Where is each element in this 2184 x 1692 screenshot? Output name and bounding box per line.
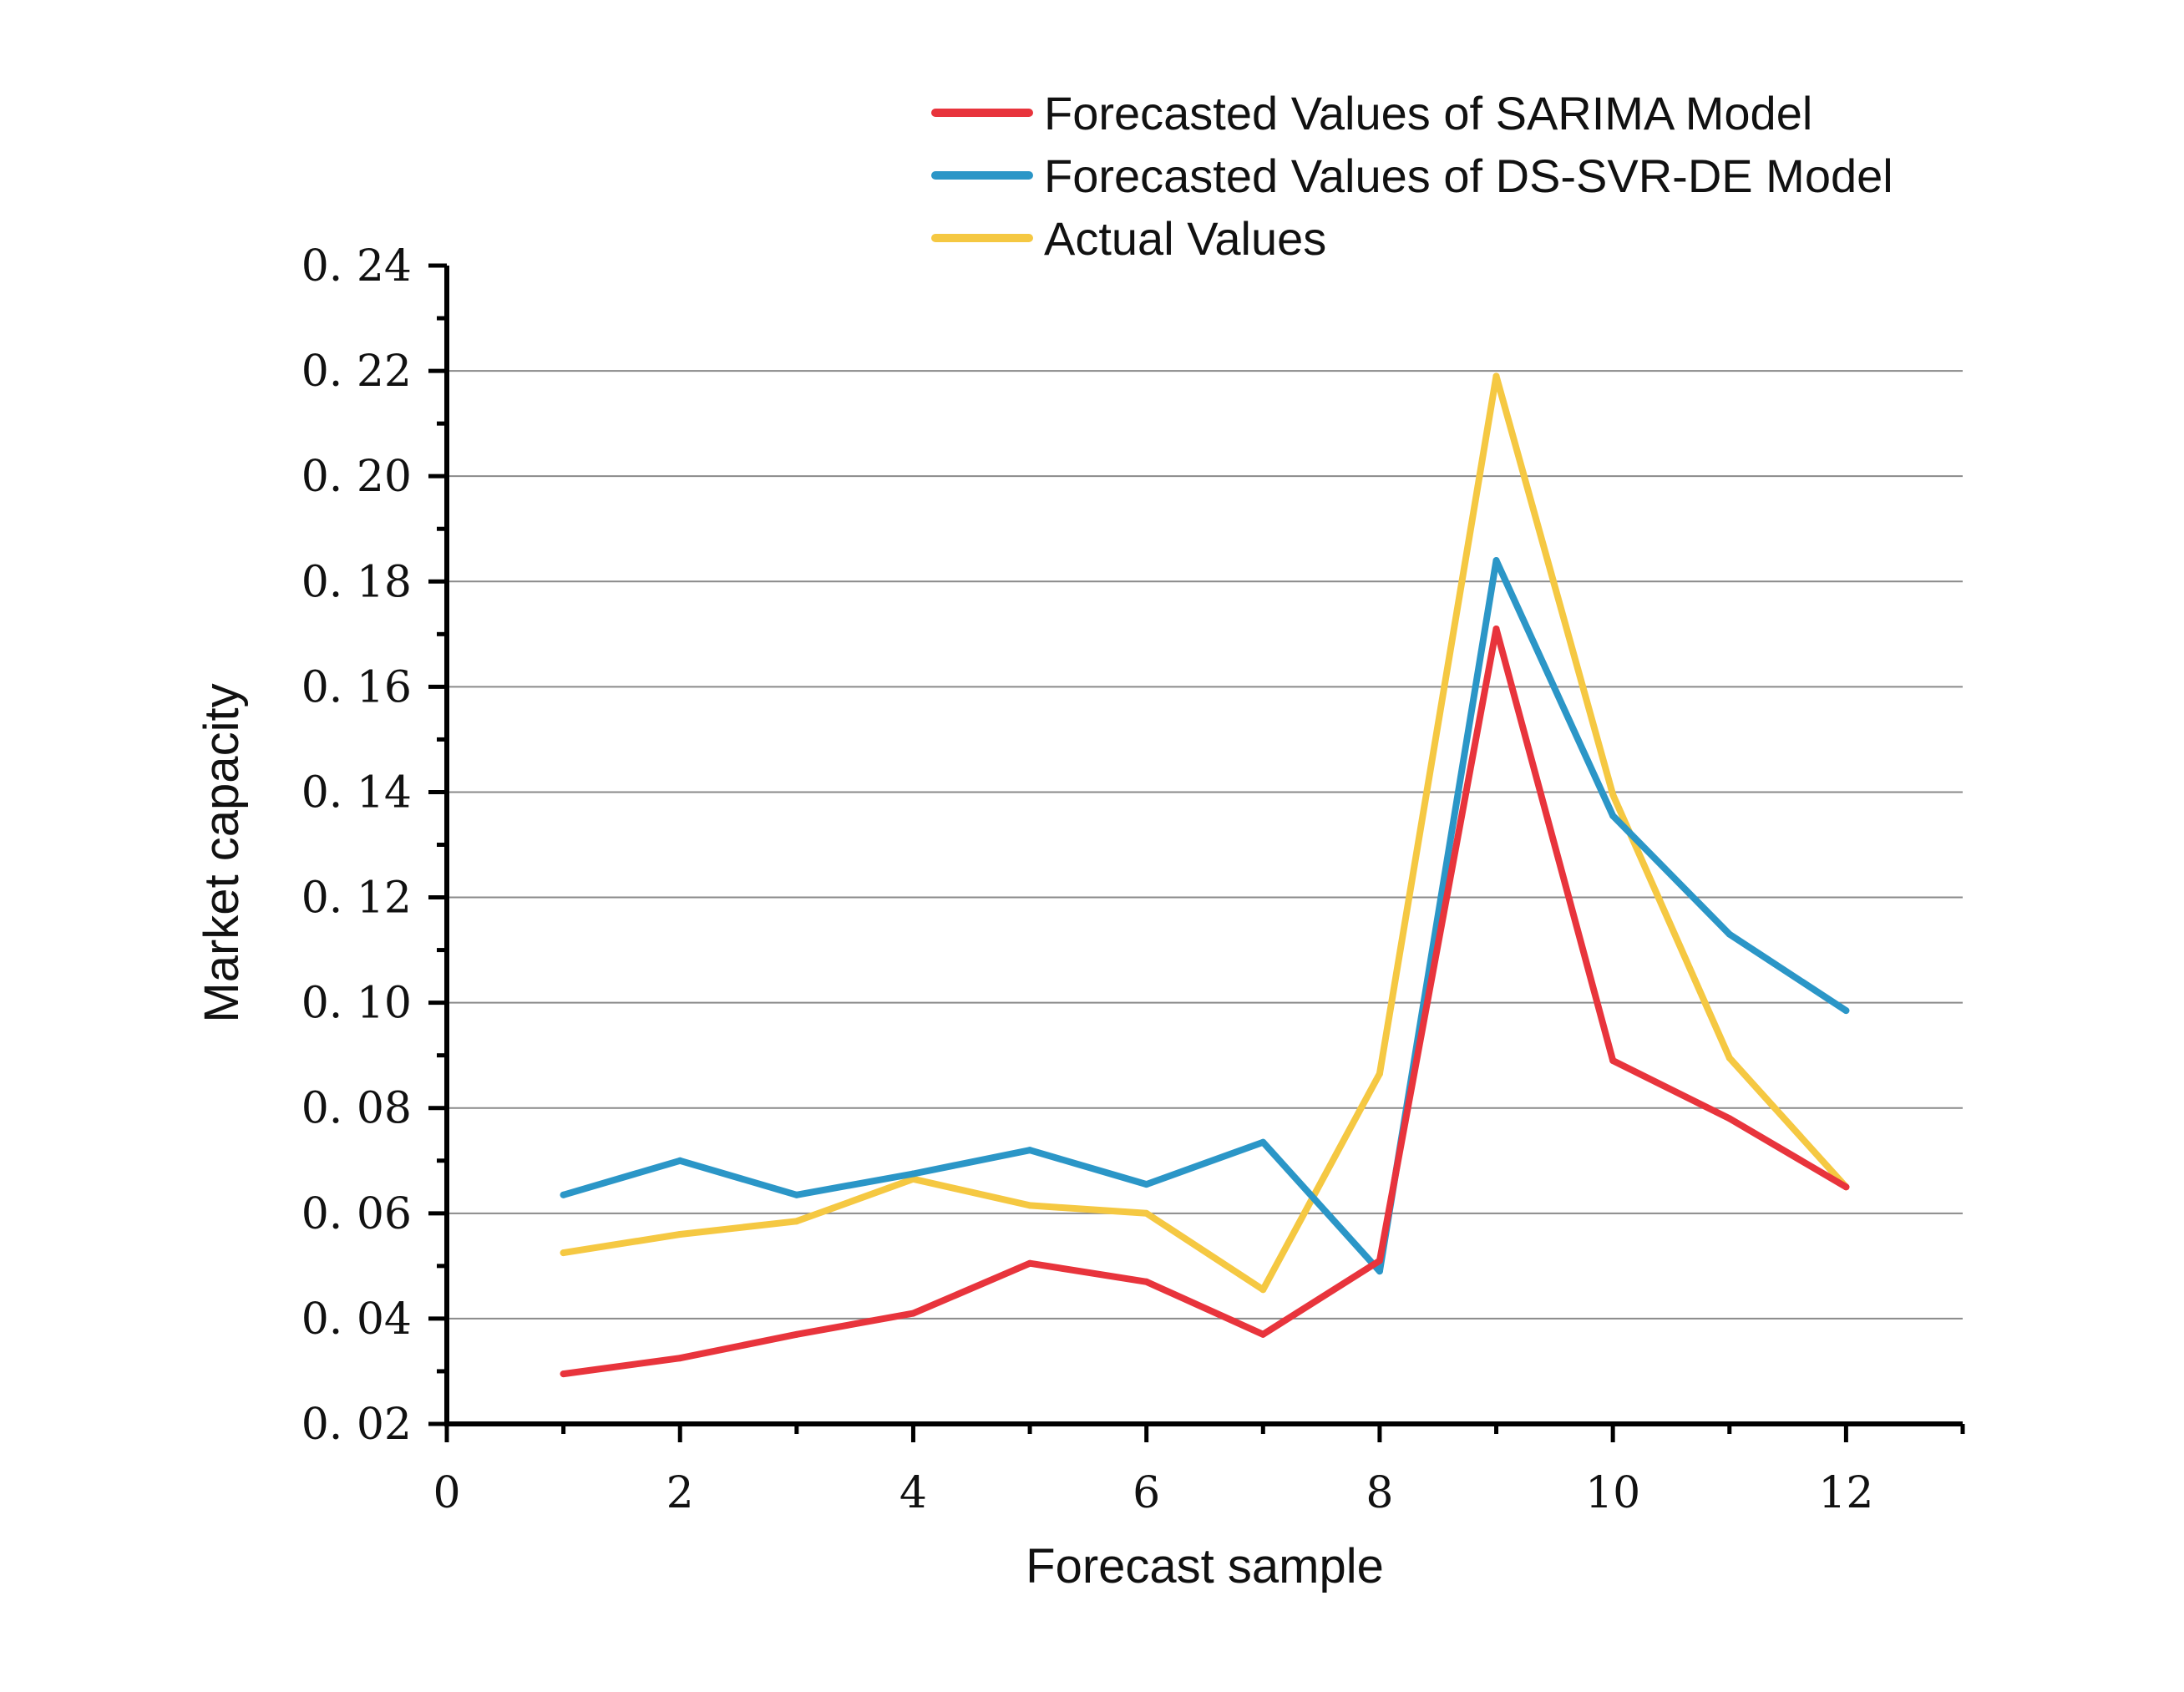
data-point xyxy=(1143,1181,1150,1188)
y-tick-label: 0. 14 xyxy=(302,767,412,818)
x-tick-label: 6 xyxy=(1133,1468,1160,1518)
legend-label: Forecasted Values of DS-SVR-DE Model xyxy=(1044,149,1893,202)
data-point xyxy=(1259,1330,1267,1338)
data-point xyxy=(1376,1268,1383,1275)
y-axis-title: Market capacity xyxy=(195,683,249,1022)
data-point xyxy=(910,1310,917,1317)
data-point xyxy=(560,1191,567,1198)
gridlines xyxy=(447,370,1963,1320)
y-tick-label: 0. 20 xyxy=(302,452,412,502)
data-point xyxy=(1492,557,1500,565)
data-point xyxy=(676,1157,684,1164)
y-tick-label: 0. 12 xyxy=(302,874,412,924)
data-point xyxy=(1609,1056,1617,1064)
y-tick-label: 0. 08 xyxy=(302,1084,412,1134)
y-tick-label: 0. 04 xyxy=(302,1294,412,1345)
series-line-2 xyxy=(560,557,1850,1275)
data-point xyxy=(1376,1070,1383,1077)
data-point xyxy=(676,1355,684,1362)
y-tick-label: 0. 16 xyxy=(302,662,412,712)
data-point xyxy=(1842,1183,1850,1191)
legend-label: Actual Values xyxy=(1044,212,1326,265)
data-point xyxy=(1492,372,1500,380)
data-point xyxy=(793,1191,800,1198)
data-point xyxy=(1609,791,1617,798)
data-point xyxy=(1259,1138,1267,1146)
y-tick-label: 0. 10 xyxy=(302,979,412,1029)
data-point xyxy=(1842,1007,1850,1015)
y-tick-label: 0. 22 xyxy=(302,347,412,397)
data-point xyxy=(1725,1054,1733,1061)
data-point xyxy=(1609,812,1617,819)
series-lines xyxy=(560,372,1850,1378)
data-point xyxy=(1026,1259,1034,1267)
data-point xyxy=(1725,930,1733,938)
data-point xyxy=(910,1170,917,1178)
series-line-1 xyxy=(560,626,1850,1378)
x-tick-label: 10 xyxy=(1585,1468,1640,1518)
legend: Forecasted Values of SARIMA Model Forecas… xyxy=(931,87,1893,265)
y-tick-label: 0. 02 xyxy=(302,1400,412,1450)
data-point xyxy=(1376,1257,1383,1264)
data-point xyxy=(1492,626,1500,633)
x-axis-title: Forecast sample xyxy=(1026,1539,1384,1593)
x-tick-label: 4 xyxy=(899,1468,927,1518)
axes xyxy=(428,263,1965,1442)
data-point xyxy=(1259,1286,1267,1294)
data-point xyxy=(676,1231,684,1239)
tick-labels: 0. 02 0. 04 0. 06 0. 08 0. 10 0. 12 0. 14 0. 16… xyxy=(302,241,1874,1518)
x-tick-label: 8 xyxy=(1366,1468,1393,1518)
x-tick-label: 2 xyxy=(666,1468,694,1518)
data-point xyxy=(1026,1202,1034,1209)
data-point xyxy=(560,1370,567,1378)
data-point xyxy=(1143,1278,1150,1285)
x-tick-label: 12 xyxy=(1818,1468,1873,1518)
data-point xyxy=(793,1218,800,1225)
y-tick-label: 0. 18 xyxy=(302,557,412,607)
data-point xyxy=(1725,1115,1733,1122)
data-point xyxy=(1143,1209,1150,1217)
y-tick-label: 0. 24 xyxy=(302,241,412,291)
data-point xyxy=(793,1330,800,1338)
y-tick-label: 0. 06 xyxy=(302,1189,412,1239)
data-point xyxy=(560,1249,567,1257)
data-point xyxy=(1026,1147,1034,1154)
legend-label: Forecasted Values of SARIMA Model xyxy=(1044,87,1812,139)
x-tick-label: 0 xyxy=(433,1468,460,1518)
